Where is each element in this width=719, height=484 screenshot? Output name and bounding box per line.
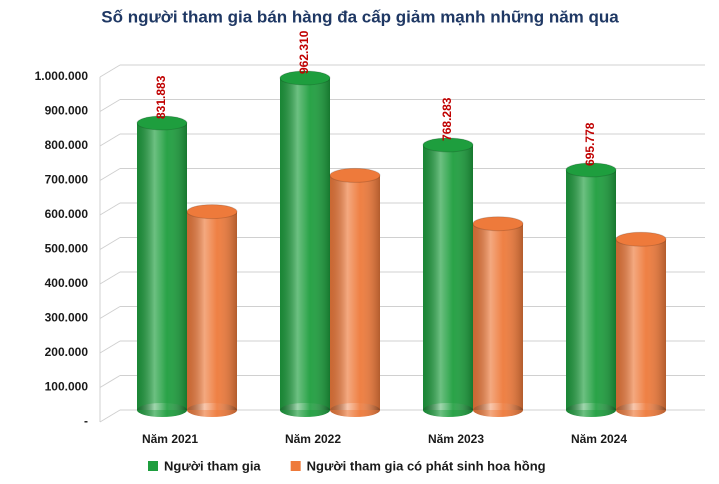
y-tick-label: 700.000 <box>45 173 89 187</box>
bar-base-shine <box>473 403 523 417</box>
y-tick-label: - <box>84 414 88 428</box>
x-tick-label: Năm 2021 <box>142 432 198 446</box>
bar-top <box>329 167 381 183</box>
grid-line-depth <box>99 133 121 147</box>
y-tick-label: 900.000 <box>45 104 89 118</box>
bar-shine <box>187 211 237 410</box>
bar-top <box>279 70 331 86</box>
grid-line-depth <box>99 340 121 354</box>
x-tick-label: Năm 2023 <box>428 432 484 446</box>
bar-shine <box>423 144 473 410</box>
value-label: 695.778 <box>583 122 597 166</box>
y-tick-label: 200.000 <box>45 345 89 359</box>
grid-line-depth <box>99 375 121 388</box>
grid-line-depth <box>99 99 121 112</box>
grid-line-depth <box>99 64 121 78</box>
legend-swatch <box>290 461 301 471</box>
y-tick-label: 300.000 <box>45 311 89 325</box>
bar-base-shine <box>137 403 187 417</box>
y-tick-label: 100.000 <box>45 380 89 394</box>
y-tick-label: 1.000.000 <box>35 69 89 83</box>
value-label: 768.283 <box>440 97 454 141</box>
bar-top <box>186 204 238 220</box>
bar-base-shine <box>423 403 473 417</box>
value-label: 962.310 <box>297 30 311 74</box>
bar-base-shine <box>616 403 666 417</box>
grid-line-depth <box>99 409 121 423</box>
bar-shine <box>330 175 380 410</box>
bar-top <box>136 115 188 131</box>
x-tick-label: Năm 2022 <box>285 432 341 446</box>
bar-base-shine <box>280 403 330 417</box>
legend-swatch <box>148 461 158 471</box>
y-tick-label: 800.000 <box>45 138 89 152</box>
legend-label: Người tham gia có phát sinh hoa hồng <box>307 458 546 473</box>
legend-label: Người tham gia <box>164 458 261 473</box>
bar-shine <box>280 78 330 410</box>
chart-title: Số người tham gia bán hàng đa cấp giảm m… <box>101 7 619 26</box>
grid-line-depth <box>99 202 121 216</box>
bar-base-shine <box>330 403 380 417</box>
bar-base-shine <box>187 403 237 417</box>
bar-base-shine <box>566 403 616 417</box>
x-tick-label: Năm 2024 <box>571 432 627 446</box>
grid-line-depth <box>99 168 121 181</box>
bar-shine <box>473 223 523 410</box>
bar-shine <box>566 169 616 410</box>
grid-line-depth <box>99 306 121 319</box>
bar-top <box>615 231 667 247</box>
y-tick-label: 600.000 <box>45 207 89 221</box>
grid-line-depth <box>99 237 121 250</box>
y-tick-label: 400.000 <box>45 276 89 290</box>
bar-top <box>565 162 617 178</box>
grid-line-depth <box>99 271 121 285</box>
bar-shine <box>137 123 187 410</box>
value-label: 831.883 <box>154 75 168 119</box>
bar-top <box>422 137 474 153</box>
y-tick-label: 500.000 <box>45 242 89 256</box>
bar-shine <box>616 239 666 410</box>
bar-top <box>472 216 524 232</box>
